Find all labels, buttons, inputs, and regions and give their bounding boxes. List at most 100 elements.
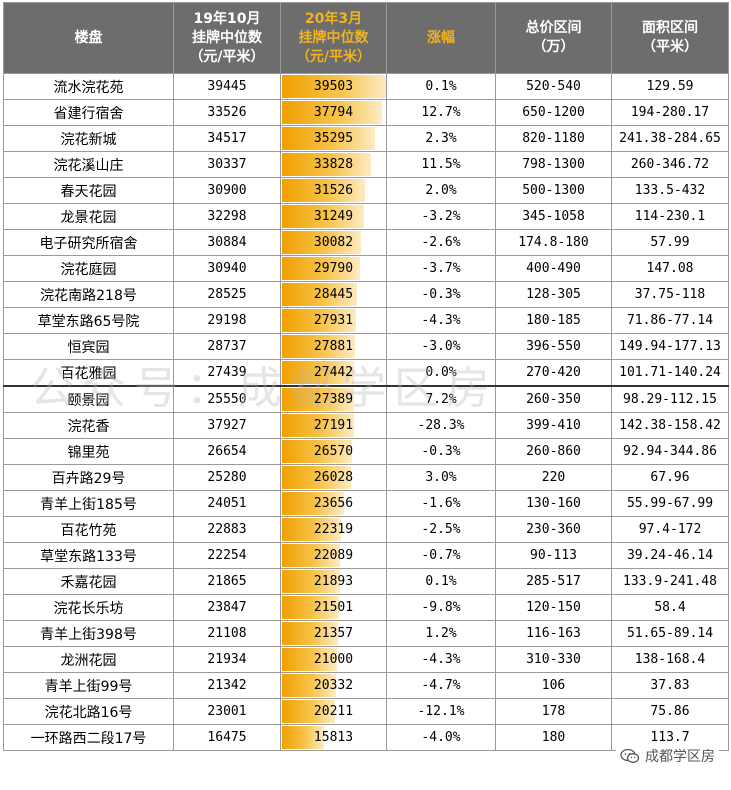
median-bar <box>282 388 355 411</box>
median-bar <box>282 205 365 228</box>
oct-median-cell: 37927 <box>173 412 281 439</box>
area-cell: 37.75-118 <box>611 281 729 308</box>
area-cell: 97.4-172 <box>611 516 729 543</box>
change-cell: -4.3% <box>386 307 496 334</box>
table-row: 百花雅园 27439 27442 0.0% 270-420 101.71-140.24 <box>3 359 729 387</box>
total-price-cell: 180 <box>495 724 612 751</box>
mar-median-cell: 21357 <box>280 620 387 647</box>
table-row: 浣花新城 34517 35295 2.3% 820-1180 241.38-284.65 <box>3 125 729 152</box>
header-mar-median: 20年3月 挂牌中位数 （元/平米） <box>280 2 387 74</box>
mar-median-value: 26028 <box>313 470 354 485</box>
total-price-cell: 520-540 <box>495 73 612 100</box>
table-row: 草堂东路65号院 29198 27931 -4.3% 180-185 71.86-77.1… <box>3 307 729 334</box>
table-row: 百花竹苑 22883 22319 -2.5% 230-360 97.4-172 <box>3 516 729 543</box>
table-row: 浣花溪山庄 30337 33828 11.5% 798-1300 260-346.72 <box>3 151 729 178</box>
total-price-cell: 130-160 <box>495 490 612 517</box>
header-row: 楼盘 19年10月 挂牌中位数 （元/平米） 20年3月 挂牌中位数 （元/平米） 涨幅… <box>3 2 729 74</box>
total-price-cell: 90-113 <box>495 542 612 569</box>
median-bar <box>282 127 375 150</box>
median-bar <box>282 466 351 489</box>
oct-median-cell: 30900 <box>173 177 281 204</box>
oct-median-cell: 24051 <box>173 490 281 517</box>
table-row: 一环路西二段17号 16475 15813 -4.0% 180 113.7 <box>3 724 729 751</box>
median-bar <box>282 257 361 280</box>
estate-name-cell: 草堂东路65号院 <box>3 307 174 334</box>
change-cell: 1.2% <box>386 620 496 647</box>
total-price-cell: 400-490 <box>495 255 612 282</box>
change-cell: -0.3% <box>386 438 496 465</box>
area-cell: 57.99 <box>611 229 729 256</box>
header-estate: 楼盘 <box>3 2 174 74</box>
table-row: 浣花长乐坊 23847 21501 -9.8% 120-150 58.4 <box>3 594 729 621</box>
change-cell: 2.3% <box>386 125 496 152</box>
total-price-cell: 345-1058 <box>495 203 612 230</box>
median-bar <box>282 101 382 124</box>
wechat-icon <box>620 748 640 764</box>
estate-name-cell: 龙景花园 <box>3 203 174 230</box>
oct-median-cell: 25550 <box>173 385 281 413</box>
change-cell: 2.0% <box>386 177 496 204</box>
mar-median-cell: 29790 <box>280 255 387 282</box>
mar-median-value: 27191 <box>313 418 354 433</box>
table-row: 浣花香 37927 27191 -28.3% 399-410 142.38-158.42 <box>3 412 729 439</box>
total-price-cell: 310-330 <box>495 646 612 673</box>
table-row: 省建行宿舍 33526 37794 12.7% 650-1200 194-280.17 <box>3 99 729 126</box>
oct-median-cell: 21342 <box>173 672 281 699</box>
area-cell: 101.71-140.24 <box>611 359 729 387</box>
oct-median-cell: 39445 <box>173 73 281 100</box>
oct-median-cell: 23847 <box>173 594 281 621</box>
estate-name-cell: 草堂东路133号 <box>3 542 174 569</box>
median-bar <box>282 648 338 671</box>
change-cell: -12.1% <box>386 698 496 725</box>
total-price-cell: 120-150 <box>495 594 612 621</box>
estate-name-cell: 百卉路29号 <box>3 464 174 491</box>
oct-median-cell: 21934 <box>173 646 281 673</box>
mar-median-value: 27881 <box>313 339 354 354</box>
median-bar <box>282 309 356 332</box>
estate-name-cell: 禾嘉花园 <box>3 568 174 595</box>
mar-median-value: 22089 <box>313 548 354 563</box>
table-row: 流水浣花苑 39445 39503 0.1% 520-540 129.59 <box>3 73 729 100</box>
mar-median-cell: 31526 <box>280 177 387 204</box>
change-cell: -9.8% <box>386 594 496 621</box>
mar-median-value: 20211 <box>313 704 354 719</box>
median-bar <box>282 544 341 567</box>
total-price-cell: 260-350 <box>495 385 612 413</box>
estate-name-cell: 龙洲花园 <box>3 646 174 673</box>
brand-badge: 成都学区房 <box>616 744 719 768</box>
total-price-cell: 396-550 <box>495 333 612 360</box>
table-row: 浣花南路218号 28525 28445 -0.3% 128-305 37.75-118 <box>3 281 729 308</box>
estate-name-cell: 青羊上街185号 <box>3 490 174 517</box>
oct-median-cell: 22254 <box>173 542 281 569</box>
area-cell: 92.94-344.86 <box>611 438 729 465</box>
oct-median-cell: 28525 <box>173 281 281 308</box>
mar-median-cell: 21501 <box>280 594 387 621</box>
median-bar <box>282 726 324 749</box>
oct-median-cell: 30940 <box>173 255 281 282</box>
mar-median-cell: 31249 <box>280 203 387 230</box>
table-row: 龙景花园 32298 31249 -3.2% 345-1058 114-230.1 <box>3 203 729 230</box>
area-cell: 147.08 <box>611 255 729 282</box>
estate-name-cell: 省建行宿舍 <box>3 99 174 126</box>
total-price-cell: 820-1180 <box>495 125 612 152</box>
change-cell: -2.6% <box>386 229 496 256</box>
median-bar <box>282 231 362 254</box>
change-cell: 0.1% <box>386 73 496 100</box>
total-price-cell: 270-420 <box>495 359 612 387</box>
change-cell: -4.0% <box>386 724 496 751</box>
mar-median-value: 21501 <box>313 600 354 615</box>
area-cell: 129.59 <box>611 73 729 100</box>
mar-median-value: 31249 <box>313 209 354 224</box>
header-area: 面积区间 （平米） <box>611 2 729 74</box>
area-cell: 71.86-77.14 <box>611 307 729 334</box>
oct-median-cell: 29198 <box>173 307 281 334</box>
area-cell: 194-280.17 <box>611 99 729 126</box>
mar-median-cell: 26570 <box>280 438 387 465</box>
total-price-cell: 180-185 <box>495 307 612 334</box>
estate-name-cell: 浣花南路218号 <box>3 281 174 308</box>
mar-median-value: 37794 <box>313 105 354 120</box>
table-row: 锦里苑 26654 26570 -0.3% 260-860 92.94-344.86 <box>3 438 729 465</box>
estate-name-cell: 锦里苑 <box>3 438 174 465</box>
total-price-cell: 500-1300 <box>495 177 612 204</box>
area-cell: 133.5-432 <box>611 177 729 204</box>
